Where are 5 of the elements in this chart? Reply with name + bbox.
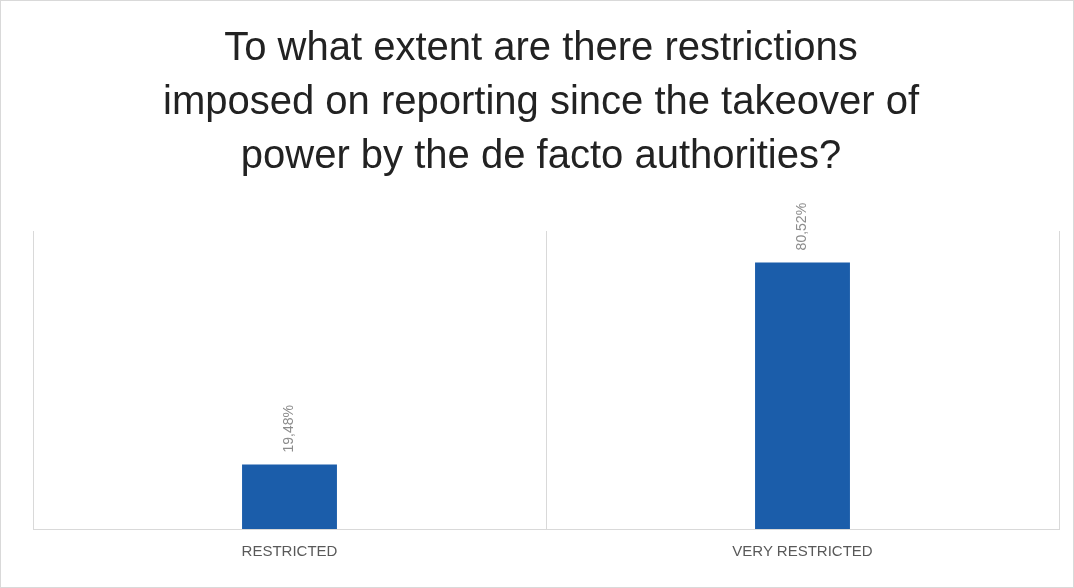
- data-label: 80,52%: [793, 202, 810, 251]
- data-label: 19,48%: [280, 405, 297, 453]
- x-tick-label: VERY RESTRICTED: [732, 542, 873, 560]
- x-tick-label: RESTRICTED: [241, 542, 338, 560]
- chart-title: To what extent are there restrictions imposed on reporting since the takeover of power by the de facto authorities?: [162, 23, 921, 178]
